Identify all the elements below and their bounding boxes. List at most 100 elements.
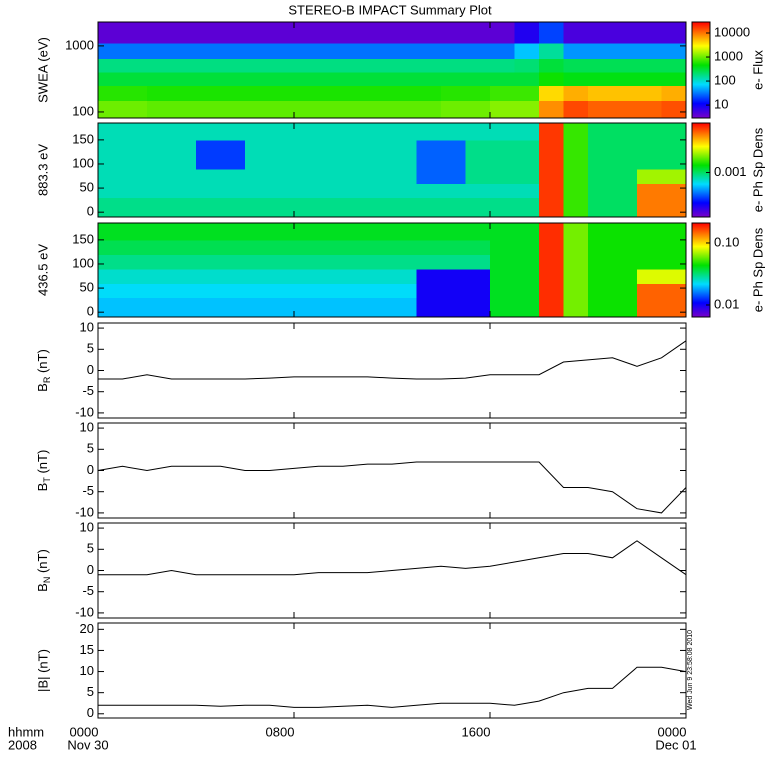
heatmap-cell xyxy=(441,100,466,119)
heatmap-cell xyxy=(539,100,564,119)
heatmap-cell xyxy=(171,297,197,318)
heatmap-cell xyxy=(661,168,687,184)
heatmap-cell xyxy=(318,254,344,270)
heatmap-cell xyxy=(441,72,466,87)
heatmap-cell xyxy=(588,139,613,155)
heatmap-cell xyxy=(416,123,442,141)
heatmap-cell xyxy=(441,85,466,101)
heatmap-cell xyxy=(343,43,368,59)
heatmap-cell xyxy=(563,139,589,155)
heatmap-cell xyxy=(465,85,491,101)
heatmap-cell xyxy=(122,100,148,119)
heatmap-cell xyxy=(514,123,540,141)
heatmap-cell xyxy=(318,168,344,184)
heatmap-cell xyxy=(98,297,123,318)
heatmap-cell xyxy=(490,85,515,101)
heatmap-cell xyxy=(612,22,638,44)
heatmap-cell xyxy=(245,168,270,184)
heatmap-cell xyxy=(392,43,417,59)
heatmap-cell xyxy=(367,139,393,155)
heatmap-cell xyxy=(490,268,515,284)
heatmap-cell xyxy=(269,183,295,199)
heatmap-cell xyxy=(318,58,344,73)
heatmap-cell xyxy=(392,239,417,255)
heatmap-cell xyxy=(465,58,491,73)
heatmap-cell xyxy=(514,268,540,284)
heatmap-cell xyxy=(367,100,393,119)
heatmap-cell xyxy=(220,139,246,155)
panel-frame xyxy=(97,622,687,719)
heatmap-cell xyxy=(612,100,638,119)
heatmap-cell xyxy=(563,154,589,170)
heatmap-cell xyxy=(147,154,172,170)
heatmap-cell xyxy=(171,85,197,101)
heatmap-cell xyxy=(98,43,123,59)
heatmap-cell xyxy=(490,58,515,73)
heatmap-cell xyxy=(196,297,221,318)
heatmap-cell xyxy=(637,154,662,170)
heatmap-cell xyxy=(465,268,491,284)
heatmap-cell xyxy=(367,22,393,44)
heatmap-cell xyxy=(661,223,687,241)
heatmap-cell xyxy=(637,43,662,59)
timestamp: Wed Jun 9 23:58:08 2010 xyxy=(687,630,694,710)
y-tick-label: 10 xyxy=(80,320,94,335)
y-axis-label: BN (nT) xyxy=(35,549,52,592)
heatmap-cell xyxy=(465,22,491,44)
y-tick-label: 10 xyxy=(80,520,94,535)
heatmap-cell xyxy=(245,254,270,270)
heatmap-cell xyxy=(588,123,613,141)
heatmap-cell xyxy=(196,268,221,284)
heatmap-cell xyxy=(367,254,393,270)
heatmap-cell xyxy=(392,72,417,87)
heatmap-cell xyxy=(539,85,564,101)
heatmap-cell xyxy=(318,239,344,255)
heatmap-cell xyxy=(514,283,540,299)
colorbar-label: e- Ph Sp Dens xyxy=(750,227,765,312)
heatmap-cell xyxy=(514,72,540,87)
heatmap-cell xyxy=(416,268,442,284)
heatmap-cell xyxy=(612,43,638,59)
heatmap-cell xyxy=(245,154,270,170)
heatmap-cell xyxy=(220,168,246,184)
heatmap-cell xyxy=(612,254,638,270)
heatmap-cell xyxy=(245,123,270,141)
heatmap-cell xyxy=(441,197,466,218)
data-line xyxy=(98,540,687,576)
heatmap-cell xyxy=(637,283,662,299)
heatmap-cell xyxy=(637,139,662,155)
heatmap-cell xyxy=(318,139,344,155)
heatmap-cell xyxy=(98,58,123,73)
y-tick-label: 100 xyxy=(72,255,94,270)
heatmap-cell xyxy=(343,254,368,270)
heatmap-cell xyxy=(539,72,564,87)
heatmap-cell xyxy=(122,183,148,199)
y-tick-label: 0 xyxy=(87,304,94,319)
x-date-label: Dec 01 xyxy=(655,737,696,752)
heatmap-cell xyxy=(441,268,466,284)
colorbar-tick-label: 0.001 xyxy=(714,164,747,179)
heatmap-cell xyxy=(343,268,368,284)
heatmap-cell xyxy=(220,100,246,119)
heatmap-cell xyxy=(196,223,221,241)
heatmap-cell xyxy=(122,22,148,44)
heatmap-cell xyxy=(343,239,368,255)
heatmap-cell xyxy=(196,100,221,119)
heatmap-cell xyxy=(220,183,246,199)
heatmap-cell xyxy=(196,22,221,44)
heatmap-cell xyxy=(122,139,148,155)
heatmap-cell xyxy=(563,168,589,184)
heatmap-cell xyxy=(122,197,148,218)
heatmap-cell xyxy=(245,283,270,299)
heatmap-cell xyxy=(294,85,319,101)
heatmap-cell xyxy=(220,223,246,241)
heatmap-cell xyxy=(441,43,466,59)
heatmap-cell xyxy=(539,297,564,318)
colorbar xyxy=(691,21,711,119)
heatmap-cell xyxy=(196,123,221,141)
heatmap-cell xyxy=(318,268,344,284)
heatmap-cell xyxy=(539,283,564,299)
heatmap-cell xyxy=(294,168,319,184)
heatmap-cell xyxy=(514,85,540,101)
heatmap-cell xyxy=(514,239,540,255)
